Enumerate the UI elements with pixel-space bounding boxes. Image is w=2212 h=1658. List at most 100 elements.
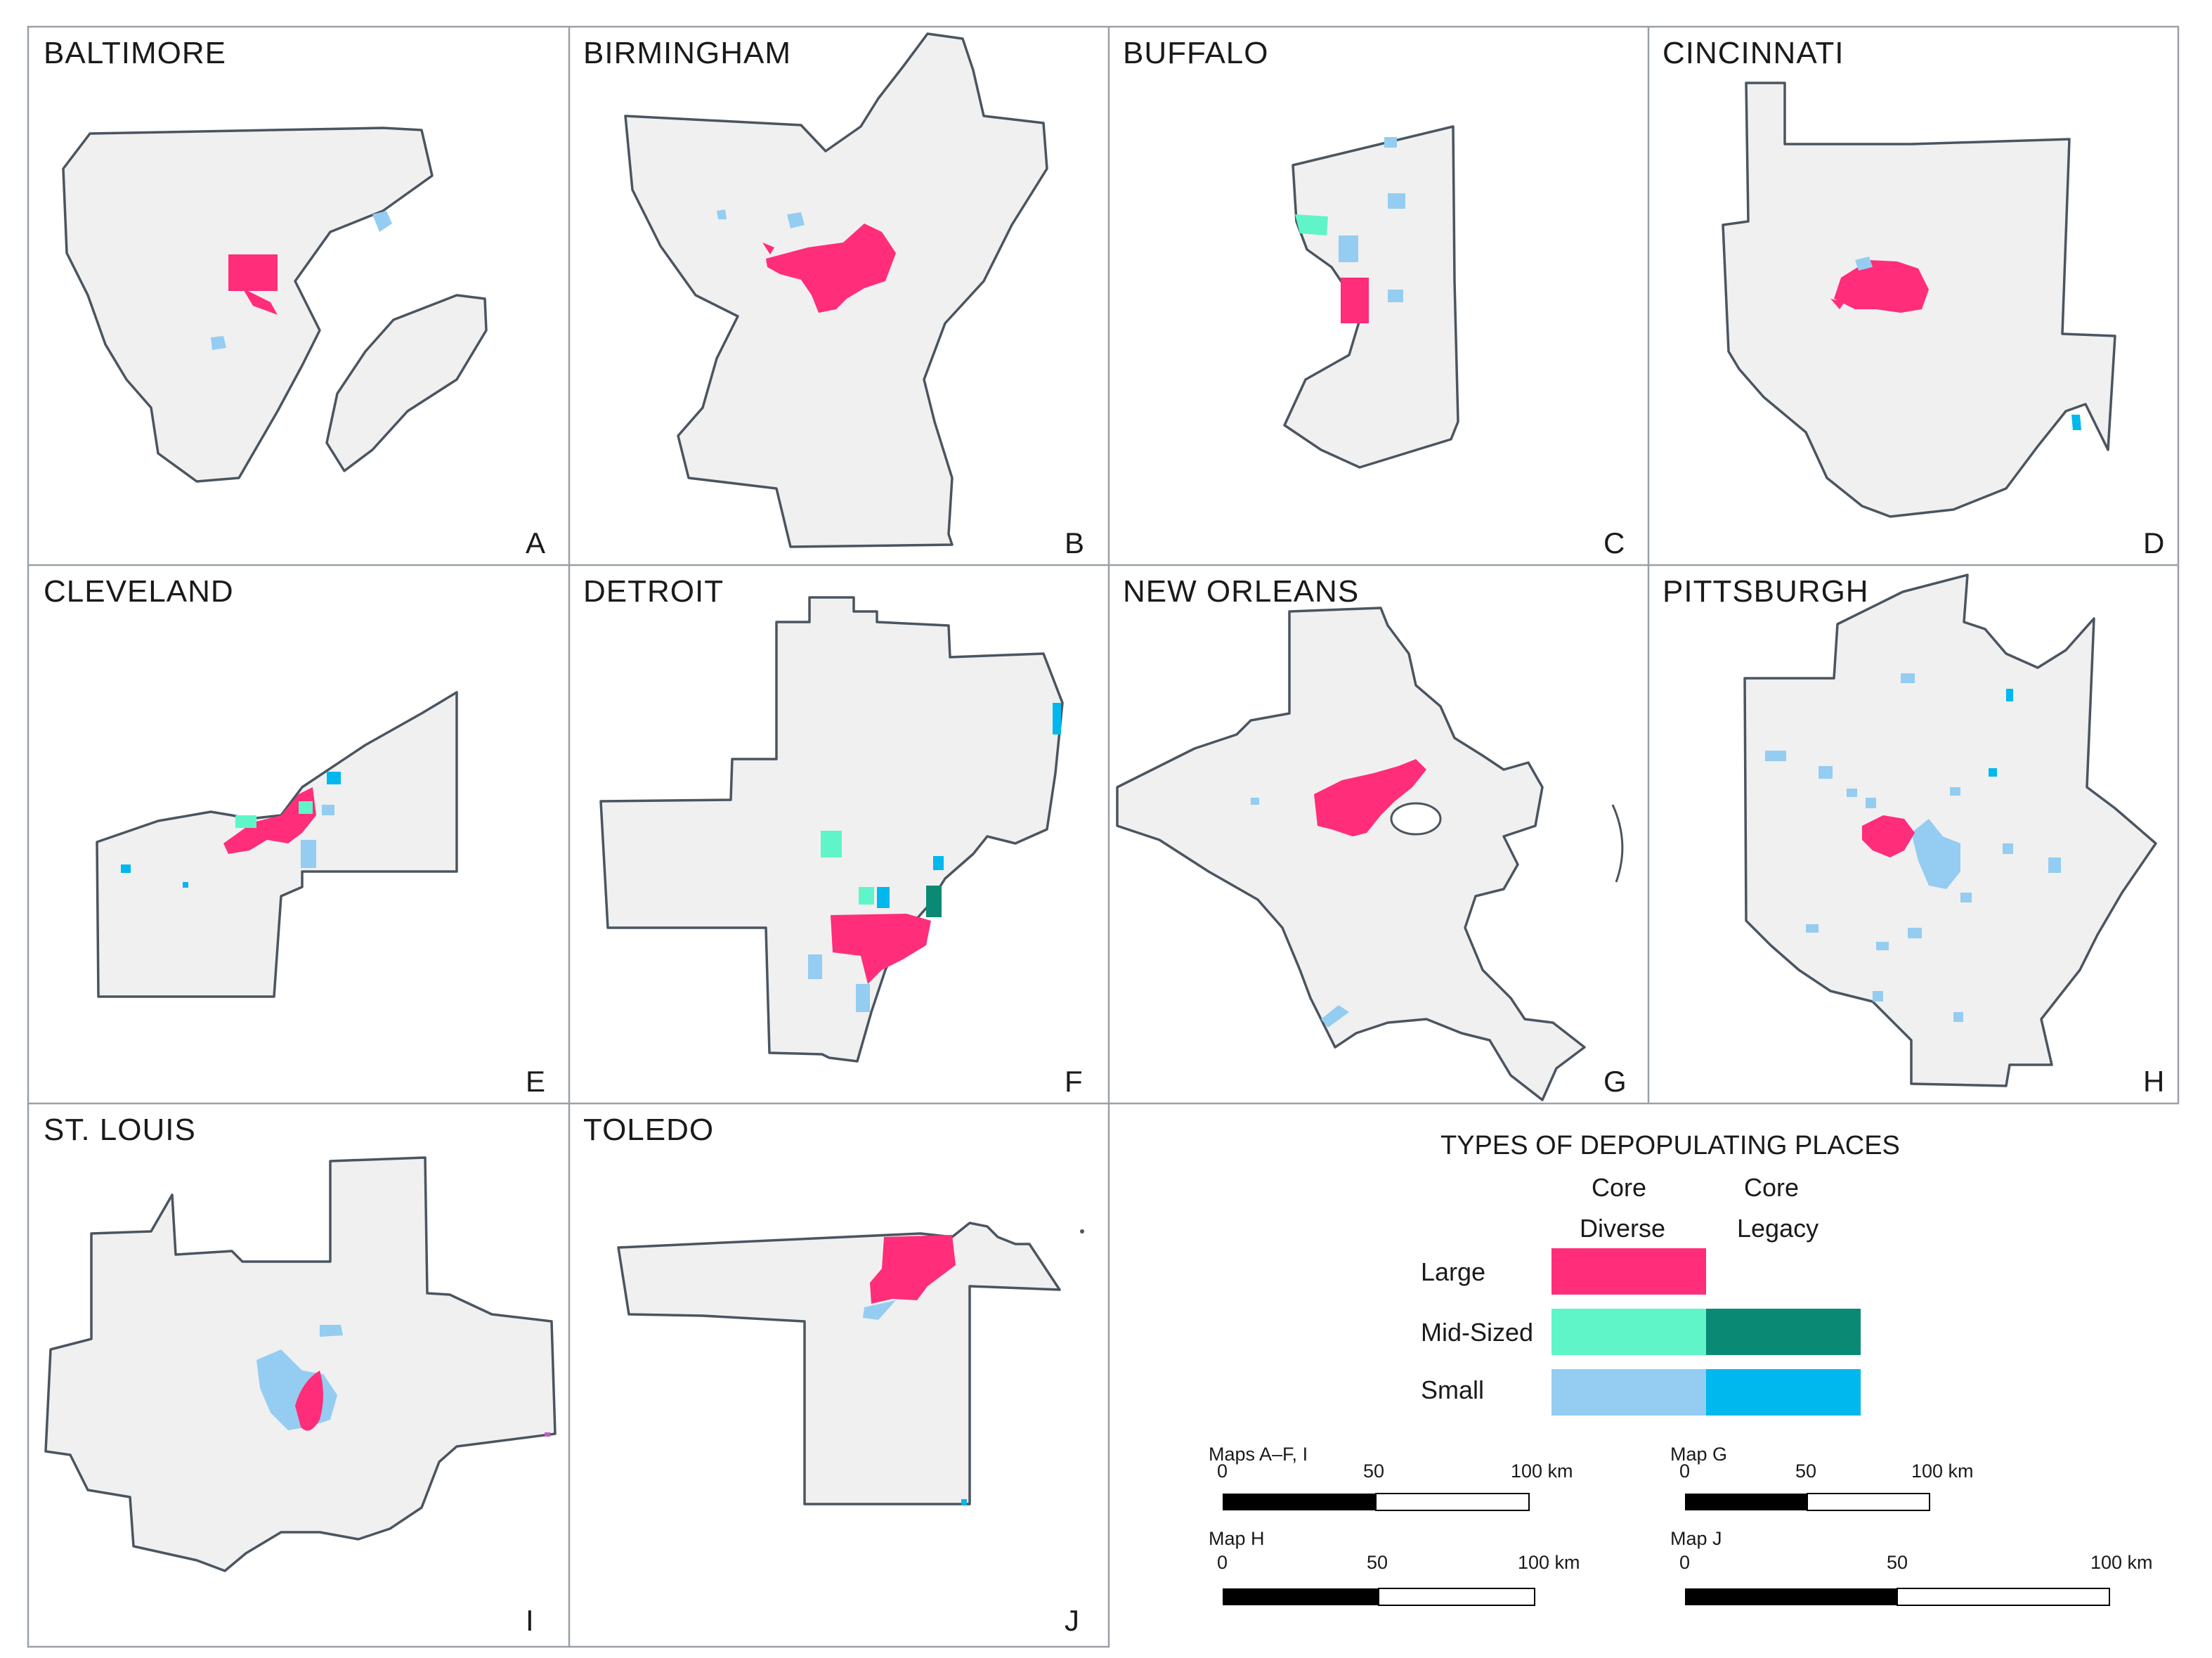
- small-core-legacy-place: [877, 887, 890, 908]
- large-core-diverse-place: [831, 914, 931, 984]
- small-core-legacy-place: [183, 882, 188, 888]
- swatch-small-core-diverse: [1551, 1369, 1706, 1416]
- map-title: NEW ORLEANS: [1123, 574, 1359, 609]
- small-core-legacy-place: [1989, 768, 1997, 777]
- small-core-legacy-place: [327, 772, 341, 784]
- large-core-diverse-place: [1830, 299, 1845, 309]
- small-core-diverse-place: [1339, 235, 1358, 262]
- small-core-diverse-place: [1876, 942, 1889, 950]
- legend-title: TYPES OF DEPOPULATING PLACES: [1440, 1131, 1900, 1160]
- legend-column-core-diverse-line2: Diverse: [1580, 1214, 1665, 1243]
- county-outline: [1283, 125, 1459, 469]
- small-core-diverse-place: [1806, 924, 1819, 933]
- small-core-diverse-place: [1384, 137, 1397, 148]
- small-core-diverse-place: [2003, 843, 2013, 854]
- panel-frames: [27, 25, 2180, 1648]
- small-core-diverse-place: [787, 212, 805, 228]
- scalebar-tick-100: 100 km: [1518, 1552, 1580, 1573]
- map-cincinnati: CINCINNATI D: [1663, 36, 2164, 559]
- map-title: BUFFALO: [1123, 36, 1269, 70]
- large-core-diverse-place: [766, 224, 896, 313]
- small-core-diverse-place: [301, 840, 316, 868]
- midsized-core-diverse-place: [299, 801, 313, 814]
- scalebar-tick-50: 50: [1887, 1552, 1908, 1573]
- small-core-diverse-place: [1819, 766, 1833, 779]
- small-core-legacy-place: [961, 1499, 967, 1505]
- legend-row-large: Large: [1421, 1257, 1485, 1286]
- map-buffalo: BUFFALO C: [1123, 36, 1625, 559]
- map-detroit: DETROIT F: [583, 574, 1083, 1098]
- small-core-diverse-place: [1901, 673, 1915, 683]
- small-core-legacy-place: [2006, 689, 2013, 701]
- scalebar-label: Maps A–F, I: [1209, 1444, 1308, 1465]
- map-toledo: TOLEDO J: [583, 1113, 1084, 1637]
- scalebar-tick-100: 100 km: [1911, 1461, 1974, 1482]
- small-core-legacy-place: [121, 864, 131, 873]
- small-core-diverse-place: [1855, 257, 1873, 271]
- map-title: PITTSBURGH: [1663, 574, 1869, 609]
- map-letter: I: [526, 1604, 534, 1637]
- map-baltimore: BALTIMORE A: [44, 36, 545, 559]
- map-title: CINCINNATI: [1663, 36, 1845, 70]
- county-outline: [62, 127, 434, 483]
- small-core-diverse-place: [717, 209, 727, 219]
- scalebar-map-g: Map G 0 50 100 km: [1670, 1444, 1974, 1511]
- small-core-diverse-place: [1388, 290, 1403, 302]
- large-core-diverse-place: [242, 288, 278, 315]
- county-outline: [1116, 607, 1586, 1101]
- small-core-diverse-place: [1911, 819, 1960, 889]
- scalebar-label: Map J: [1670, 1528, 1722, 1549]
- scalebar-tick-0: 0: [1217, 1461, 1228, 1482]
- county-outline: [599, 596, 1064, 1063]
- scalebar-tick-100: 100 km: [1511, 1461, 1573, 1482]
- scalebar-tick-0: 0: [1679, 1552, 1690, 1573]
- map-letter: F: [1065, 1065, 1083, 1098]
- map-letter: G: [1603, 1065, 1627, 1098]
- legend-column-core-legacy-line2: Legacy: [1737, 1214, 1819, 1243]
- midsized-core-diverse-place: [821, 831, 842, 857]
- legend-row-midsized: Mid-Sized: [1421, 1318, 1533, 1347]
- legend-column-core-diverse-line1: Core: [1592, 1173, 1646, 1202]
- small-core-diverse-place: [372, 211, 392, 232]
- legend-column-core-legacy-line1: Core: [1744, 1173, 1799, 1202]
- small-core-diverse-place: [545, 1432, 550, 1437]
- swatch-midsized-core-legacy: [1706, 1309, 1861, 1355]
- small-core-diverse-place: [1251, 798, 1259, 805]
- small-core-diverse-place: [1908, 928, 1922, 938]
- scalebar-tick-0: 0: [1679, 1461, 1690, 1482]
- map-title: DETROIT: [583, 574, 724, 609]
- midsized-core-diverse-place: [859, 887, 874, 905]
- scalebar-tick-50: 50: [1795, 1461, 1816, 1482]
- large-core-diverse-place: [223, 787, 316, 854]
- map-letter: A: [526, 526, 545, 559]
- small-core-diverse-place: [1321, 1005, 1349, 1028]
- large-core-diverse-place: [1341, 278, 1369, 323]
- small-core-diverse-place: [808, 954, 822, 979]
- small-core-diverse-place: [211, 336, 226, 350]
- county-outline: [96, 691, 458, 998]
- map-title: BALTIMORE: [44, 36, 226, 70]
- map-title: CLEVELAND: [44, 574, 234, 609]
- swatch-midsized-core-diverse: [1551, 1309, 1706, 1355]
- map-pittsburgh: PITTSBURGH H: [1663, 574, 2164, 1098]
- small-core-diverse-place: [322, 805, 334, 815]
- large-core-diverse-place: [295, 1371, 323, 1431]
- map-letter: E: [526, 1065, 545, 1098]
- scalebar-tick-100: 100 km: [2090, 1552, 2153, 1573]
- scalebar-label: Map H: [1209, 1528, 1265, 1549]
- county-outline: [617, 1222, 1061, 1505]
- map-title: BIRMINGHAM: [583, 36, 791, 70]
- scalebar-maps-a-f-i: Maps A–F, I 0 50 100 km: [1209, 1444, 1573, 1511]
- small-core-diverse-place: [1388, 193, 1405, 209]
- large-core-diverse-place: [762, 242, 774, 254]
- county-outline: [325, 294, 488, 472]
- map-letter: C: [1603, 526, 1625, 559]
- large-core-diverse-place: [1834, 260, 1929, 313]
- large-core-diverse-place: [1862, 815, 1915, 857]
- map-st-louis: ST. LOUIS I: [44, 1113, 557, 1637]
- small-core-diverse-place: [320, 1325, 343, 1337]
- map-title: TOLEDO: [583, 1113, 714, 1147]
- midsized-core-diverse-place: [1295, 214, 1328, 235]
- map-birmingham: BIRMINGHAM B: [583, 32, 1084, 559]
